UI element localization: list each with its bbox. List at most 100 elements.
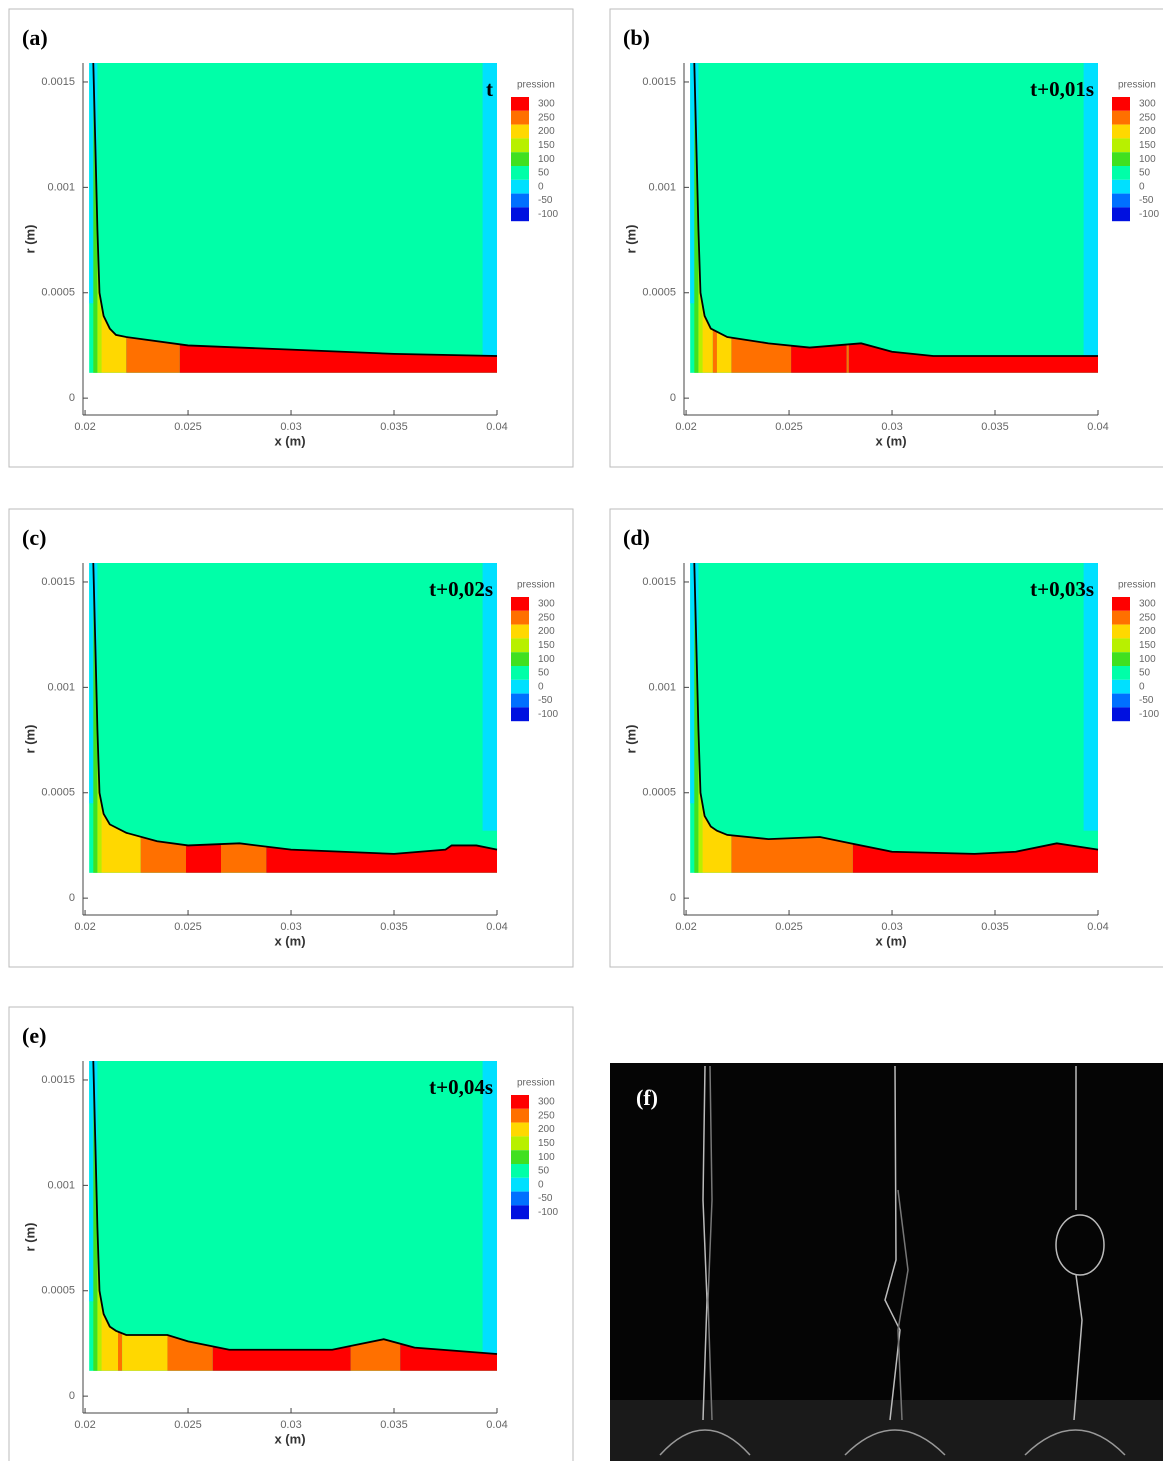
interface-line [92, 1060, 498, 1355]
film-segment [93, 63, 98, 373]
legend-label: 150 [538, 640, 555, 651]
legend-swatch [1112, 707, 1130, 722]
legend-swatch [1112, 193, 1130, 208]
splash [659, 1429, 1126, 1456]
legend-swatch [511, 207, 529, 222]
film-segment [93, 563, 98, 873]
legend-swatch [511, 193, 529, 208]
pressure-region [1083, 563, 1098, 831]
legend-label: -100 [538, 709, 558, 720]
y-axis-title: r (m) [22, 225, 37, 254]
y-axis-title: r (m) [623, 225, 638, 254]
jet [1073, 1274, 1083, 1421]
legend-swatch [1112, 110, 1130, 125]
legend-label: 50 [538, 168, 550, 179]
x-tick-label: 0.02 [74, 421, 95, 433]
film-segment [694, 563, 699, 873]
y-tick-label: 0 [670, 392, 676, 404]
x-axis-title: x (m) [274, 933, 305, 948]
annotation: t+0,01s [1030, 77, 1094, 101]
x-tick-label: 0.035 [380, 1419, 408, 1431]
pressure-region [482, 1061, 497, 1354]
y-tick-label: 0.001 [47, 181, 75, 193]
legend-label: 100 [538, 1152, 555, 1163]
legend-swatch [511, 597, 529, 611]
photo-panel: (f) [610, 1063, 1163, 1461]
x-tick-label: 0.02 [675, 421, 696, 433]
legend-label: -100 [1139, 209, 1159, 220]
legend-swatch [1112, 652, 1130, 666]
x-tick-label: 0.03 [881, 921, 902, 933]
legend-swatch [1112, 166, 1130, 180]
x-tick-label: 0.025 [775, 921, 803, 933]
legend-label: 200 [538, 1124, 555, 1135]
x-tick-label: 0.04 [486, 921, 507, 933]
y-tick-label: 0.0015 [41, 576, 75, 588]
jet-ring [1055, 1214, 1105, 1276]
legend-label: 300 [538, 599, 555, 610]
legend-swatch [1112, 666, 1130, 680]
legend-swatch [1112, 124, 1130, 139]
pressure-region [690, 563, 1098, 873]
legend-label: -50 [1139, 195, 1154, 206]
legend-label: 50 [538, 668, 550, 679]
y-tick-label: 0.001 [648, 181, 676, 193]
x-tick-label: 0.04 [486, 421, 507, 433]
x-tick-label: 0.04 [1087, 421, 1108, 433]
x-tick-label: 0.02 [675, 921, 696, 933]
jet [897, 1189, 909, 1421]
y-tick-label: 0 [69, 1390, 75, 1402]
legend-swatch [511, 1122, 529, 1137]
legend-swatch [1112, 179, 1130, 194]
interface-line [92, 562, 498, 855]
legend-swatch [511, 138, 529, 153]
panel-label: (d) [623, 525, 650, 550]
legend-swatch [511, 152, 529, 166]
legend-swatch [511, 124, 529, 139]
legend-label: 150 [538, 140, 555, 151]
panel-label: (a) [22, 25, 48, 50]
legend-label: 200 [1139, 126, 1156, 137]
legend-label: 150 [1139, 640, 1156, 651]
legend-label: 100 [538, 154, 555, 165]
y-tick-label: 0.001 [47, 681, 75, 693]
x-tick-label: 0.03 [280, 421, 301, 433]
legend-swatch [511, 1177, 529, 1192]
legend-swatch [511, 97, 529, 111]
legend-label: 0 [1139, 681, 1145, 692]
legend-label: 200 [1139, 626, 1156, 637]
legend-swatch [511, 624, 529, 639]
legend-label: -50 [538, 195, 553, 206]
chart-panel: 0 0.0005 0.001 0.0015 0.02 0.025 0.03 0.035 0.04… [609, 508, 1163, 968]
legend-swatch [511, 693, 529, 708]
x-tick-label: 0.035 [380, 921, 408, 933]
pressure-region [482, 563, 497, 831]
pressure-region [690, 63, 699, 304]
x-tick-label: 0.02 [74, 921, 95, 933]
y-tick-label: 0.0005 [642, 287, 676, 299]
legend-label: 100 [538, 654, 555, 665]
legend-swatch [1112, 97, 1130, 111]
legend-label: 300 [1139, 599, 1156, 610]
x-tick-label: 0.03 [280, 921, 301, 933]
legend-swatch [1112, 624, 1130, 639]
pressure-region [690, 63, 1098, 373]
x-tick-label: 0.025 [174, 1419, 202, 1431]
legend-title: pression [1118, 80, 1156, 91]
legend-label: -100 [538, 209, 558, 220]
legend-swatch [1112, 693, 1130, 708]
y-tick-label: 0 [69, 392, 75, 404]
legend-swatch [511, 110, 529, 125]
y-axis-title: r (m) [22, 1223, 37, 1252]
legend-swatch [511, 679, 529, 694]
y-tick-label: 0 [69, 892, 75, 904]
legend-title: pression [517, 580, 555, 591]
panel-frame [8, 8, 574, 468]
legend-swatch [511, 1191, 529, 1206]
legend-label: 100 [1139, 654, 1156, 665]
y-tick-label: 0.0005 [642, 787, 676, 799]
pressure-region [89, 63, 497, 373]
chart-panel: 0 0.0005 0.001 0.0015 0.02 0.025 0.03 0.035 0.04… [609, 8, 1163, 468]
legend-swatch [1112, 597, 1130, 611]
x-tick-label: 0.04 [1087, 921, 1108, 933]
